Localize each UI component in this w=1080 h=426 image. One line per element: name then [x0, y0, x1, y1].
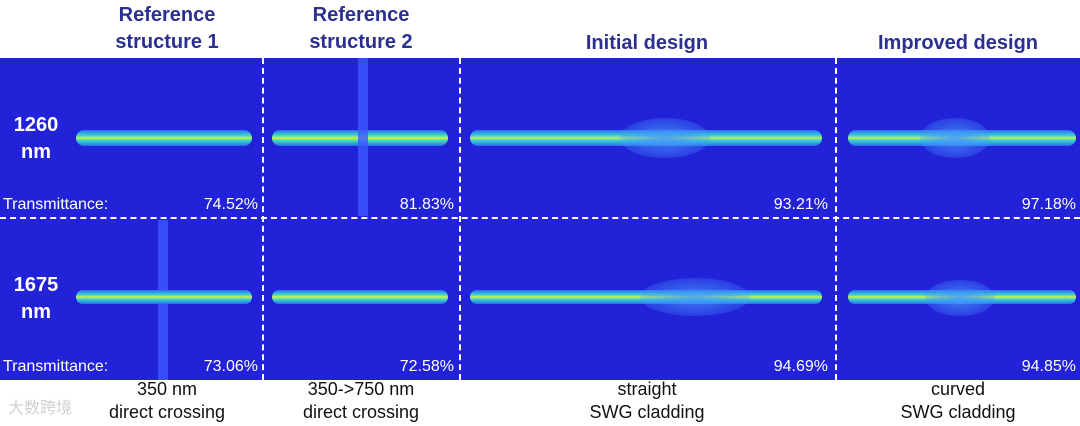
beam-ref2-1675	[272, 290, 448, 304]
separator-1	[262, 58, 264, 380]
transmittance-ref2-row1: 81.83%	[399, 196, 454, 213]
hotspot-initial-1260	[620, 118, 710, 158]
simulation-field-panel	[0, 58, 1080, 380]
transmittance-label-row2: Transmittance:	[3, 358, 109, 375]
transmittance-ref2-row2: 72.58%	[399, 358, 454, 375]
transmittance-improved-row2: 94.85%	[1021, 358, 1076, 375]
header-reference-structure-1: Reference structure 1	[115, 4, 219, 53]
transmittance-ref1-row2: 73.06%	[203, 358, 258, 375]
caption-improved: curved SWG cladding	[900, 379, 1016, 422]
separator-rows	[0, 217, 1080, 219]
header-improved-design: Improved design	[877, 32, 1039, 54]
caption-initial: straight SWG cladding	[589, 379, 705, 422]
wavelength-label-row1: 1260 nm	[13, 114, 59, 163]
watermark: 大数跨境	[8, 400, 73, 417]
hotspot-improved-1675	[925, 280, 995, 316]
beam-ref1-1675	[76, 290, 252, 304]
wavelength-label-row2: 1675 nm	[13, 274, 59, 323]
transmittance-label-row1: Transmittance:	[3, 196, 109, 213]
header-initial-design: Initial design	[585, 32, 709, 54]
separator-3	[835, 58, 837, 380]
beam-ref1-1260	[76, 130, 252, 146]
caption-ref2: 350->750 nm direct crossing	[302, 379, 420, 422]
header-reference-structure-2: Reference structure 2	[309, 4, 413, 53]
transmittance-initial-row2: 94.69%	[773, 358, 828, 375]
caption-ref1: 350 nm direct crossing	[108, 379, 226, 422]
transmittance-initial-row1: 93.21%	[773, 196, 828, 213]
hotspot-improved-1260	[920, 118, 990, 158]
leak-ref2-1260	[358, 58, 368, 216]
transmittance-ref1-row1: 74.52%	[203, 196, 258, 213]
transmittance-improved-row1: 97.18%	[1021, 196, 1076, 213]
separator-2	[459, 58, 461, 380]
hotspot-initial-1675	[640, 278, 750, 316]
